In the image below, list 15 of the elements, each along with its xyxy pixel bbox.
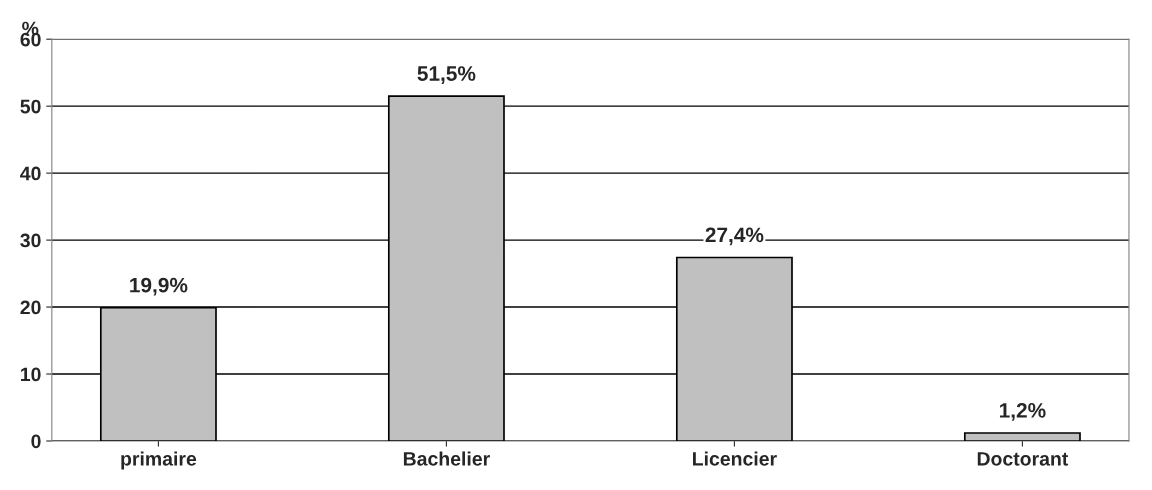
y-tick-label: 40 [20,166,41,181]
bar [963,432,1081,441]
x-tick-label: Licencier [693,451,777,466]
y-tick-label: 30 [20,233,41,248]
x-tick-label: primaire [121,451,197,470]
y-tick-label: 50 [20,99,41,114]
y-tick-label: 20 [20,300,41,315]
data-label: 51,5% [417,66,476,84]
x-tick-label: Bachelier [403,451,490,466]
data-label: 1,2% [999,402,1046,421]
y-tick-label: 10 [21,367,41,382]
y-tick-label: 0 [31,434,41,449]
x-tick-label: Doctorant [977,452,1069,466]
data-label: 27,4% [705,227,764,246]
data-label: 19,9% [130,277,188,296]
